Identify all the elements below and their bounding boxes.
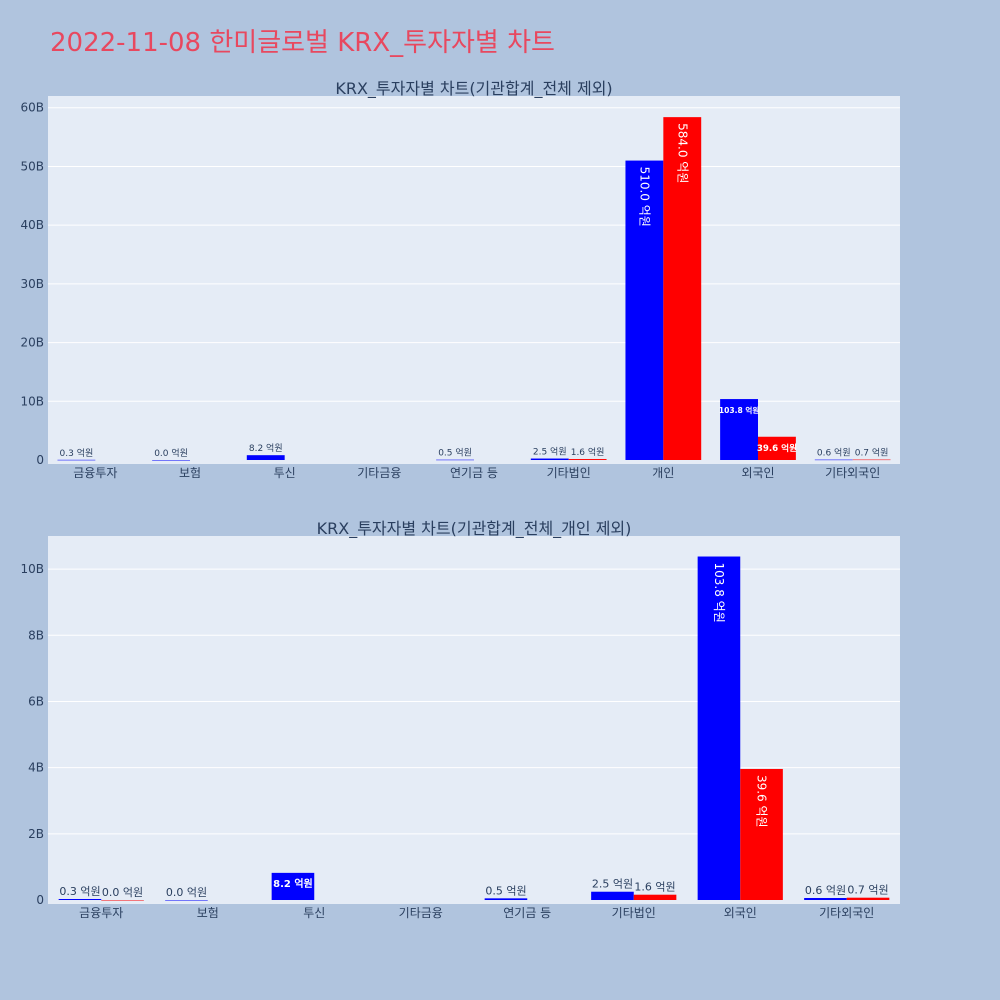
data-label: 584.0 억원	[675, 123, 689, 183]
data-label: 510.0 억원	[637, 167, 651, 227]
chart-title: KRX_투자자별 차트(기관합계_전체_개인 제외)	[317, 519, 632, 539]
x-tick-label: 금융투자	[73, 466, 117, 480]
y-tick-label: 50B	[20, 159, 44, 173]
data-label: 1.6 억원	[571, 446, 605, 458]
data-label: 2.5 억원	[533, 446, 567, 458]
bar	[625, 160, 664, 461]
bar	[165, 900, 208, 901]
data-label: 0.6 억원	[817, 447, 851, 459]
data-label: 8.2 억원	[273, 877, 313, 890]
page-title: 2022-11-08 한미글로벌 KRX_투자자별 차트	[50, 28, 555, 58]
data-label: 1.6 억원	[634, 881, 675, 894]
y-tick-label: 4B	[28, 761, 44, 775]
y-tick-label: 60B	[20, 101, 44, 115]
bar	[591, 891, 634, 900]
data-label: 2.5 억원	[592, 878, 633, 891]
y-tick-label: 6B	[28, 694, 44, 708]
x-tick-label: 기타외국인	[825, 466, 880, 480]
y-tick-label: 0	[36, 893, 44, 907]
chart-title: KRX_투자자별 차트(기관합계_전체 제외)	[335, 79, 612, 99]
y-tick-label: 0	[36, 453, 44, 467]
bar	[57, 459, 96, 461]
y-tick-label: 20B	[20, 336, 44, 350]
y-tick-label: 2B	[28, 827, 44, 841]
bar	[697, 556, 741, 900]
data-label: 0.7 억원	[855, 447, 889, 459]
bar	[758, 436, 796, 460]
bar	[568, 459, 607, 460]
bar	[814, 459, 853, 461]
data-label: 8.2 억원	[249, 442, 283, 454]
bar	[740, 768, 783, 900]
data-label: 103.8 억원	[712, 563, 726, 623]
bar	[58, 899, 102, 900]
bar	[720, 399, 758, 460]
x-tick-label: 연기금 등	[450, 466, 498, 480]
y-tick-label: 40B	[20, 218, 44, 232]
bar	[633, 894, 677, 900]
x-tick-label: 기타금융	[399, 906, 443, 920]
bar	[530, 458, 569, 460]
x-tick-label: 투신	[274, 466, 296, 480]
bar	[101, 900, 144, 901]
data-label: 0.0 억원	[154, 447, 188, 459]
data-label: 39.6 억원	[757, 442, 797, 454]
chart-bottom: 0 2B 4B 6B 8B 10B KRX_투자자별 차트(기관합계_전체_개인 제외) 금융…	[20, 519, 900, 920]
x-tick-label: 기타금융	[357, 466, 401, 480]
bar	[663, 117, 702, 460]
bar	[846, 897, 890, 900]
bar	[852, 459, 891, 461]
bar	[484, 898, 528, 900]
x-tick-label: 기타외국인	[819, 906, 874, 920]
bar	[246, 455, 285, 460]
x-tick-label: 연기금 등	[503, 906, 551, 920]
y-tick-label: 30B	[20, 277, 44, 291]
y-tick-label: 10B	[20, 562, 44, 576]
y-tick-label: 8B	[28, 628, 44, 642]
data-label: 39.6 억원	[755, 775, 769, 828]
bar	[804, 898, 847, 900]
plot-area	[48, 96, 900, 464]
x-tick-label: 보험	[197, 906, 219, 920]
data-label: 0.0 억원	[166, 886, 207, 899]
x-tick-label: 외국인	[724, 906, 757, 920]
data-label: 0.3 억원	[60, 447, 94, 459]
bar	[436, 459, 474, 461]
x-tick-label: 기타법인	[547, 466, 591, 480]
x-tick-label: 개인	[652, 466, 674, 480]
data-label: 0.0 억원	[102, 886, 143, 899]
data-label: 0.7 억원	[847, 884, 888, 897]
y-tick-label: 10B	[20, 394, 44, 408]
bar	[152, 460, 190, 461]
x-tick-label: 보험	[179, 466, 201, 480]
data-label: 0.5 억원	[485, 884, 526, 897]
data-label: 0.5 억원	[438, 447, 472, 459]
x-tick-label: 금융투자	[79, 906, 123, 920]
x-tick-label: 외국인	[741, 466, 774, 480]
bar	[271, 872, 315, 900]
data-label: 0.6 억원	[805, 884, 846, 897]
chart-top: 0 10B 20B 30B 40B 50B 60B KRX_투자자별 차트(기관합계_전체 제…	[20, 79, 900, 480]
data-label: 0.3 억원	[59, 885, 100, 898]
x-tick-label: 기타법인	[612, 906, 656, 920]
x-tick-label: 투신	[303, 906, 325, 920]
data-label: 103.8 억원	[719, 405, 760, 415]
